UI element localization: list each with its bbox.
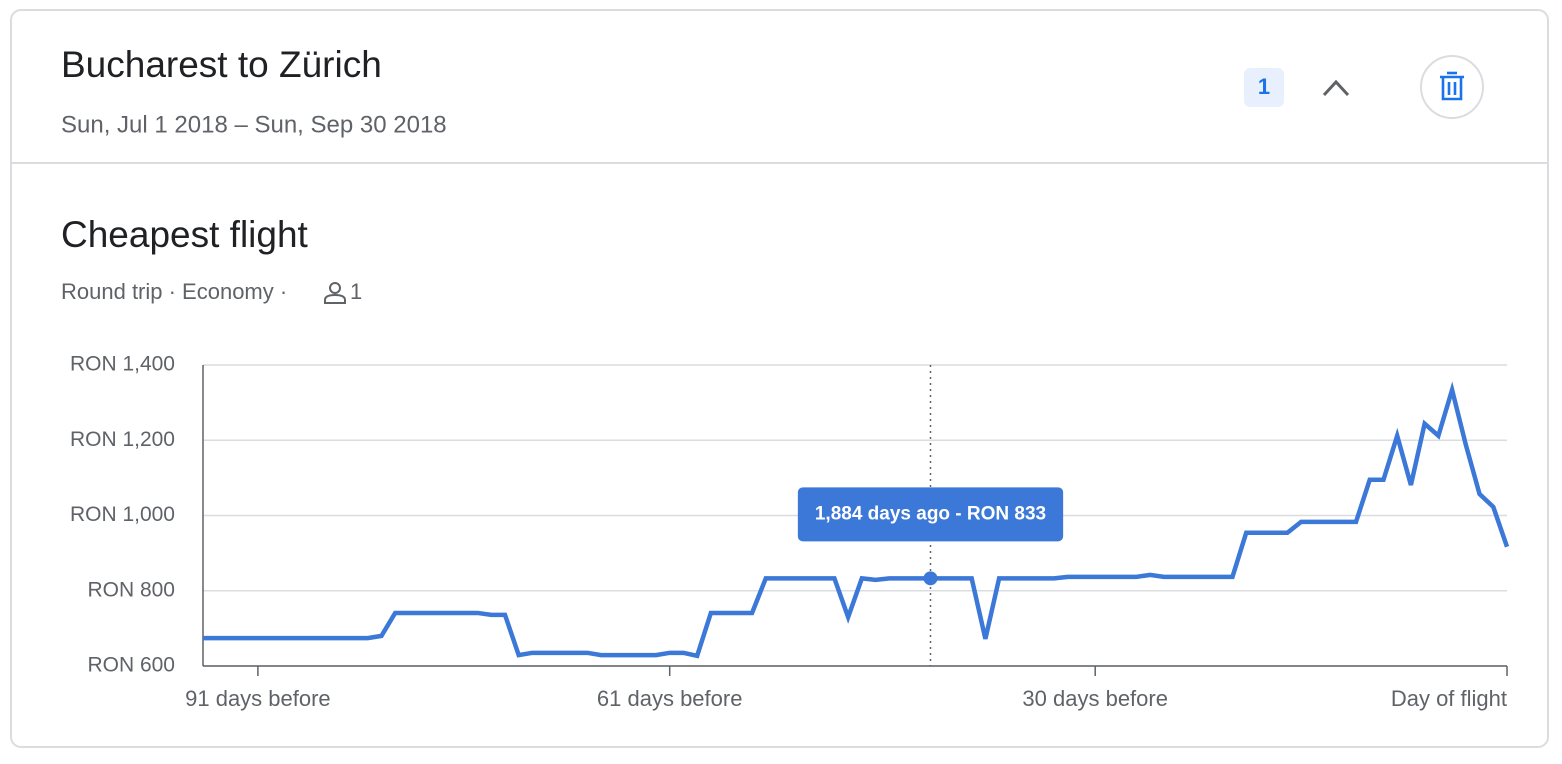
x-tick-label: 30 days before xyxy=(1022,686,1168,711)
badge-count: 1 xyxy=(1258,74,1270,99)
x-tick-label: 61 days before xyxy=(597,686,743,711)
x-tick-label: Day of flight xyxy=(1391,686,1507,711)
date-range: Sun, Jul 1 2018 – Sun, Sep 30 2018 xyxy=(61,111,447,138)
delete-button[interactable] xyxy=(1420,55,1484,119)
y-tick-label: RON 1,000 xyxy=(70,503,175,526)
chart-subtitle: Round trip · Economy · xyxy=(61,279,287,304)
price-line xyxy=(203,381,1510,659)
y-tick-label: RON 600 xyxy=(87,654,175,677)
hover-point xyxy=(923,571,938,586)
card-border xyxy=(10,9,1549,748)
chart-title: Cheapest flight xyxy=(61,214,309,255)
y-tick-label: RON 1,200 xyxy=(70,428,175,451)
passenger-count: 1 xyxy=(350,279,362,304)
x-tick-label: 91 days before xyxy=(185,686,331,711)
tooltip-text: 1,884 days ago - RON 833 xyxy=(815,503,1046,524)
tooltip xyxy=(797,487,1064,542)
y-tick-label: RON 1,400 xyxy=(70,353,175,376)
badge[interactable] xyxy=(1244,68,1284,107)
person-icon xyxy=(324,282,346,304)
route-title: Bucharest to Zürich xyxy=(61,44,382,85)
collapse-icon[interactable] xyxy=(1322,79,1350,97)
y-tick-label: RON 800 xyxy=(87,578,175,601)
trash-icon xyxy=(1440,71,1464,101)
